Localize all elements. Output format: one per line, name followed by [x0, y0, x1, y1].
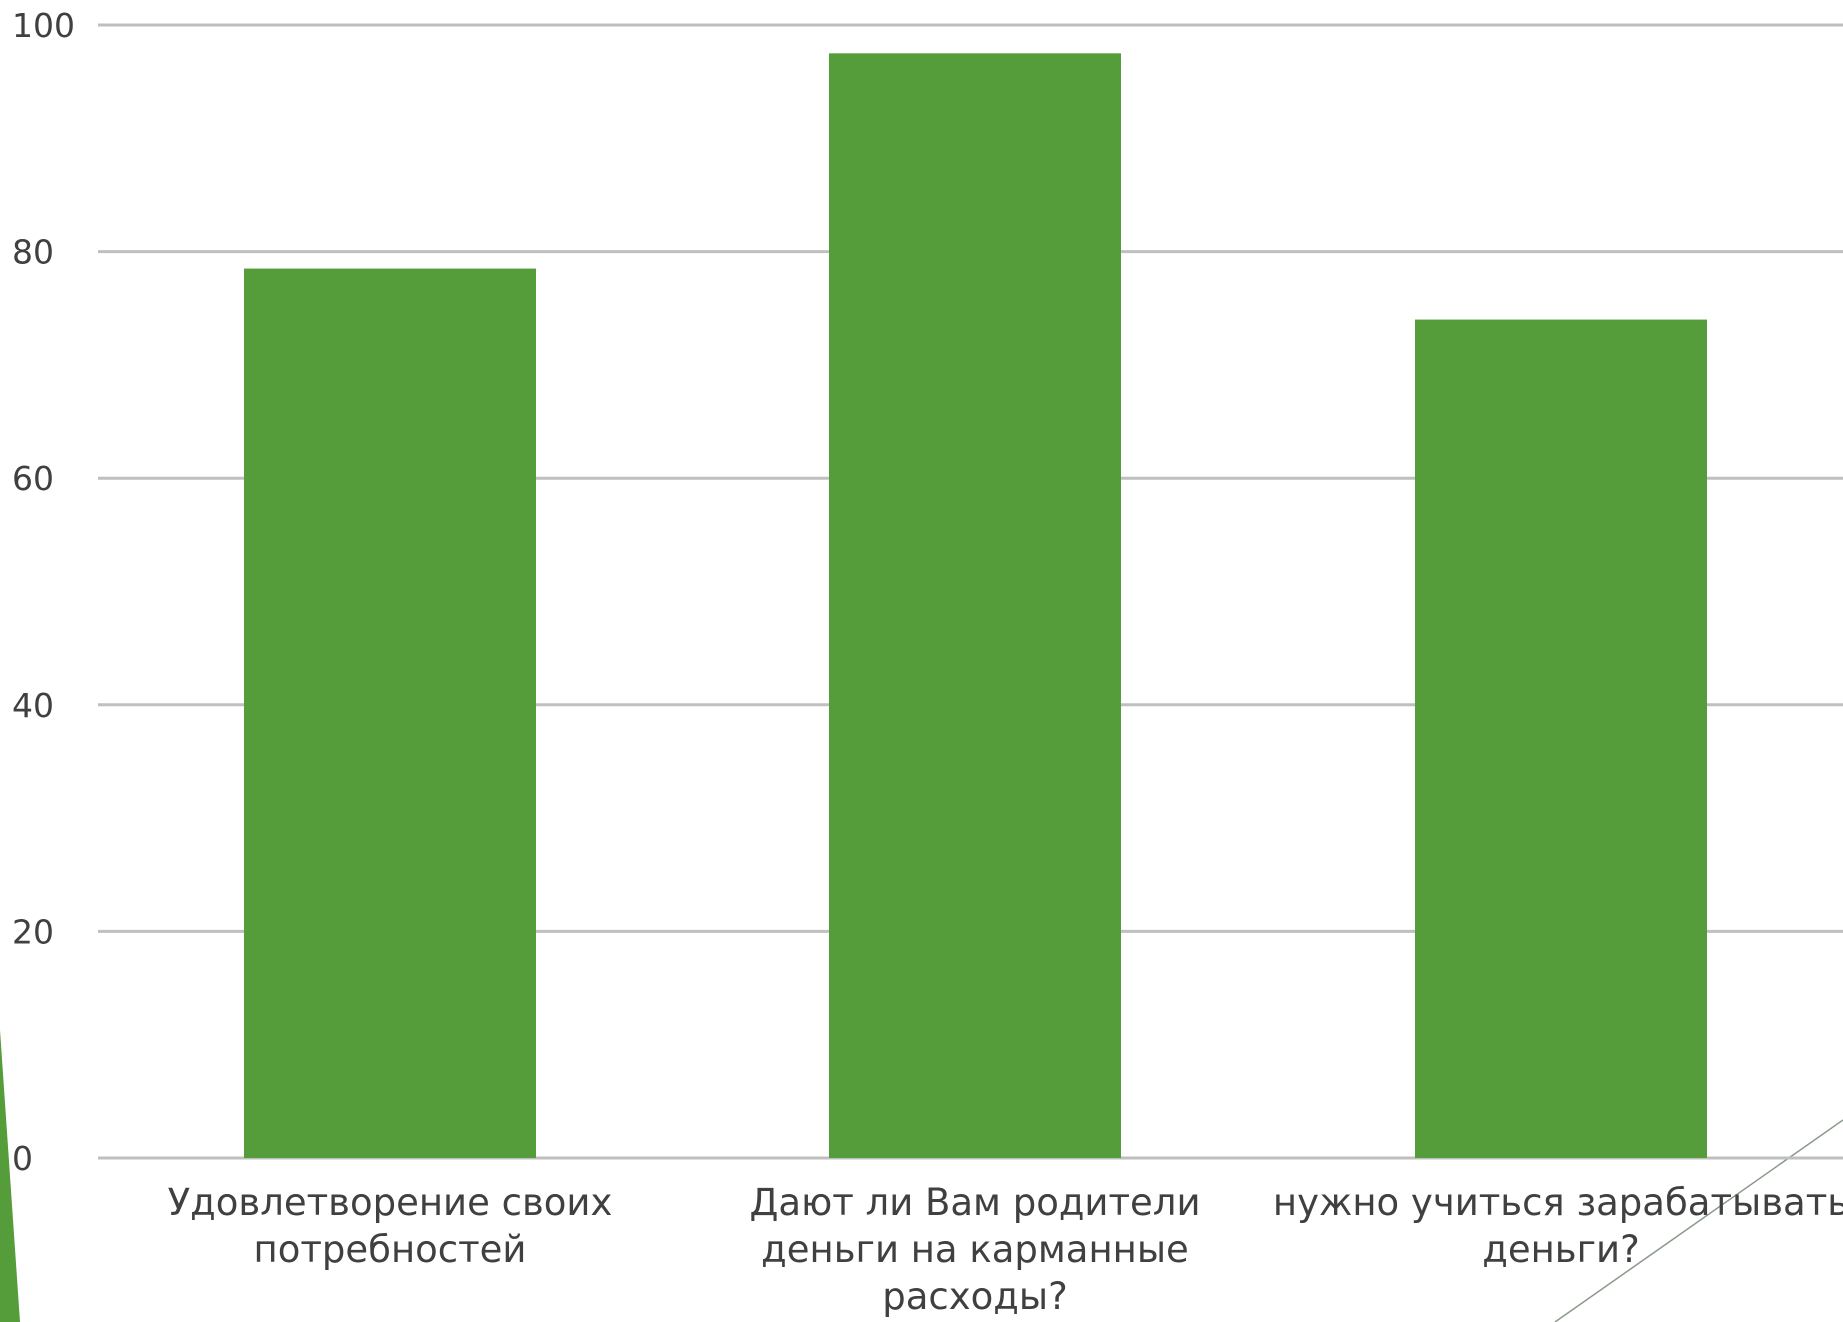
- x-category-label-2-line-3: расходы?: [882, 1275, 1067, 1318]
- x-category-label-1: Удовлетворение своих потребностей: [168, 1181, 613, 1271]
- x-category-label-3-line-1: нужно учиться зарабатывать: [1273, 1181, 1843, 1224]
- x-category-label-2-line-2: деньги на карманные: [761, 1228, 1189, 1271]
- x-category-label-3-line-2: деньги?: [1482, 1228, 1639, 1271]
- bar-1: [244, 268, 536, 1159]
- x-category-label-2: Дают ли Вам родители деньги на карманные р…: [750, 1181, 1201, 1318]
- decorative-green-triangle: [0, 1030, 20, 1322]
- y-tick-label-60: 60: [12, 459, 54, 498]
- x-category-label-1-line-1: Удовлетворение своих: [168, 1181, 613, 1224]
- bar-3: [1415, 319, 1707, 1159]
- y-tick-label-0: 0: [12, 1139, 33, 1178]
- x-category-label-3: нужно учиться зарабатывать деньги?: [1273, 1181, 1843, 1271]
- y-tick-label-100: 100: [12, 6, 75, 45]
- y-tick-label-20: 20: [12, 912, 54, 951]
- y-tick-label-40: 40: [12, 686, 54, 725]
- y-tick-label-80: 80: [12, 233, 54, 272]
- decorative-diagonal-line: [1554, 1119, 1843, 1322]
- x-category-label-2-line-1: Дают ли Вам родители: [750, 1181, 1201, 1224]
- y-axis-tick-labels: 0 20 40 60 80 100: [12, 6, 75, 1178]
- bars: [244, 53, 1707, 1159]
- bar-2: [829, 53, 1121, 1159]
- x-category-label-1-line-2: потребностей: [254, 1228, 527, 1271]
- x-axis-category-labels: Удовлетворение своих потребностей Дают ли …: [168, 1181, 1843, 1318]
